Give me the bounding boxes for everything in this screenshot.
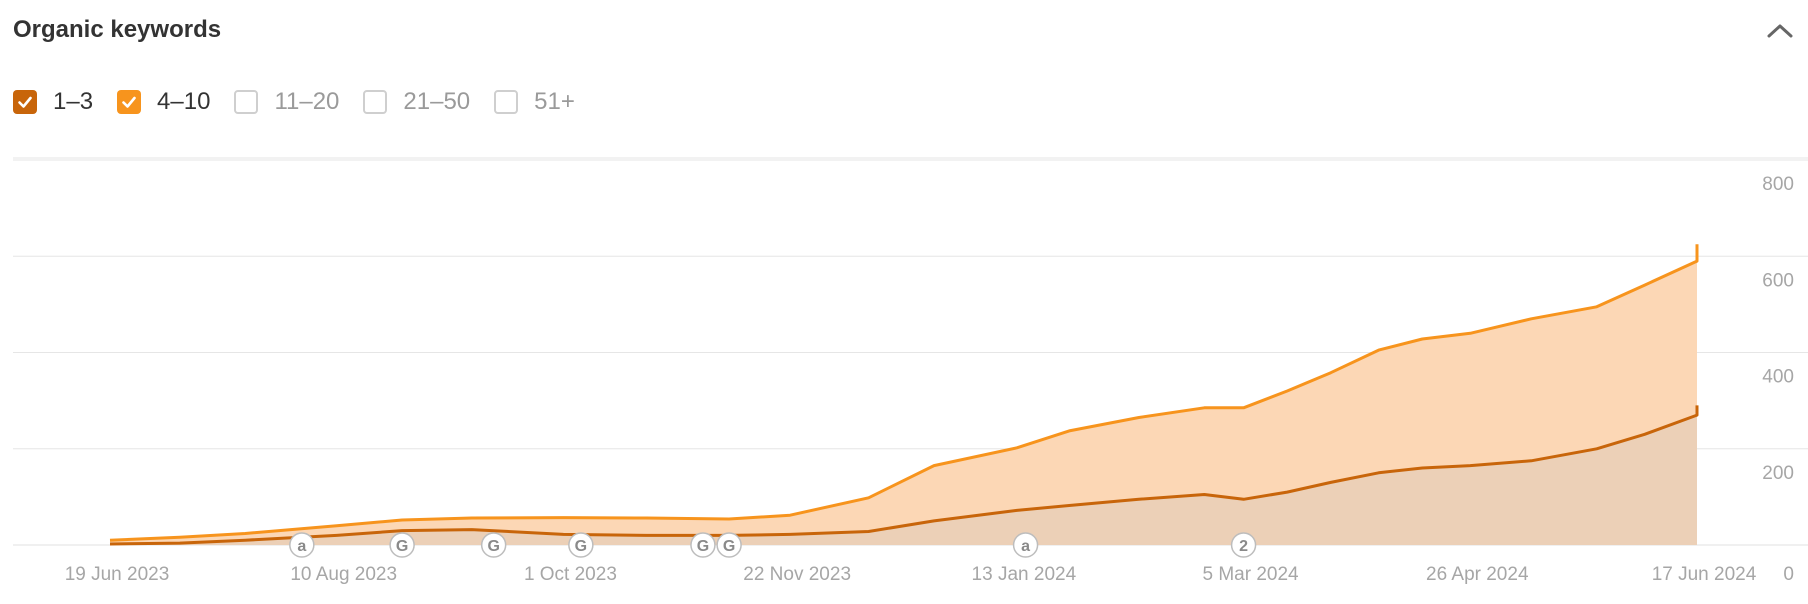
widget-title: Organic keywords	[13, 16, 222, 43]
annotation-circle	[716, 532, 742, 558]
y-tick-label: 400	[1762, 367, 1794, 388]
annotation-circle	[1230, 532, 1257, 558]
annotation-label: G	[697, 538, 709, 555]
checkbox[interactable]	[117, 90, 142, 114]
x-tick-label: 13 Jan 2024	[972, 564, 1077, 585]
filter-21-50[interactable]: 21–50	[363, 88, 470, 116]
annotation-label: G	[396, 538, 408, 555]
annotation-label: G	[487, 538, 499, 555]
y-tick-label: 0	[1783, 564, 1794, 585]
checkmark-icon	[122, 96, 136, 108]
y-tick-label: 200	[1762, 463, 1794, 484]
annotation-label: G	[575, 538, 587, 555]
annotation-label: 2	[1239, 538, 1248, 555]
filter-11-20[interactable]: 11–20	[234, 88, 339, 116]
annotation-marker[interactable]: G	[568, 532, 594, 558]
checkbox[interactable]	[13, 90, 37, 114]
position-filters: 1–3 4–10 11–20 21–50 51+	[13, 88, 599, 116]
x-tick-label: 10 Aug 2023	[290, 564, 397, 585]
checkbox[interactable]	[234, 90, 259, 114]
filter-4-10[interactable]: 4–10	[117, 88, 210, 116]
chevron-up-icon	[1767, 24, 1793, 38]
area-1-3	[110, 405, 1697, 545]
line-1-3	[109, 405, 1699, 546]
checkbox[interactable]	[363, 90, 388, 114]
line-4-10	[109, 244, 1699, 542]
annotation-label: a	[1021, 538, 1030, 555]
annotation-marker[interactable]: G	[716, 532, 742, 558]
annotation-marker[interactable]: G	[480, 532, 507, 558]
filter-label: 4–10	[157, 88, 211, 115]
x-tick-label: 22 Nov 2023	[743, 564, 851, 585]
annotation-circle	[690, 532, 716, 558]
collapse-button[interactable]	[1762, 14, 1798, 50]
annotation-marker[interactable]: G	[690, 532, 716, 558]
filter-1-3[interactable]: 1–3	[13, 88, 93, 116]
x-tick-label: 1 Oct 2023	[524, 564, 617, 585]
annotation-circle	[1012, 532, 1039, 558]
annotation-marker[interactable]: G	[389, 532, 415, 558]
filter-label: 51+	[534, 88, 575, 115]
x-tick-label: 5 Mar 2024	[1203, 564, 1300, 585]
annotation-label: G	[723, 538, 735, 555]
y-tick-label: 800	[1762, 174, 1794, 195]
annotation-circle	[389, 532, 415, 558]
checkmark-icon	[18, 96, 32, 108]
annotation-circle	[480, 532, 507, 558]
filter-label: 21–50	[403, 88, 471, 115]
annotation-marker[interactable]: a	[289, 532, 315, 558]
x-tick-label: 17 Jun 2024	[1652, 564, 1757, 585]
filter-label: 1–3	[53, 88, 94, 115]
filter-label: 11–20	[274, 88, 340, 115]
annotation-label: a	[297, 538, 306, 555]
x-tick-label: 26 Apr 2024	[1426, 564, 1529, 585]
x-tick-label: 19 Jun 2023	[65, 564, 170, 585]
area-4-10	[110, 244, 1697, 544]
annotation-marker[interactable]: a	[1012, 532, 1039, 558]
annotation-circle	[289, 532, 315, 558]
annotation-circle	[568, 532, 594, 558]
checkbox[interactable]	[494, 90, 519, 114]
y-tick-label: 600	[1762, 270, 1794, 291]
filter-51[interactable]: 51+	[494, 88, 575, 116]
annotation-marker[interactable]: 2	[1230, 532, 1257, 558]
